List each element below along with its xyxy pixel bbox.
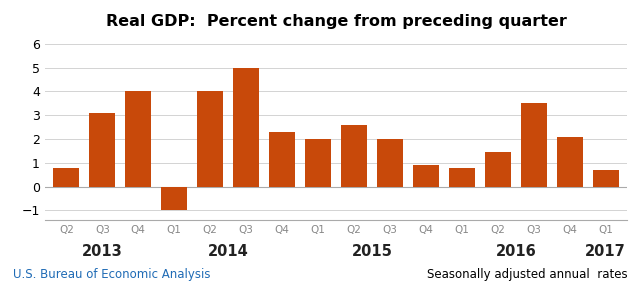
Bar bbox=[485, 152, 511, 187]
Bar bbox=[233, 68, 259, 187]
Bar bbox=[125, 91, 151, 187]
Text: Seasonally adjusted annual  rates: Seasonally adjusted annual rates bbox=[427, 268, 627, 281]
Bar bbox=[269, 132, 295, 187]
Bar bbox=[557, 137, 582, 187]
Bar bbox=[593, 170, 619, 187]
Bar bbox=[305, 139, 331, 187]
Bar bbox=[341, 125, 367, 187]
Title: Real GDP:  Percent change from preceding quarter: Real GDP: Percent change from preceding … bbox=[106, 14, 566, 28]
Text: 2016: 2016 bbox=[495, 244, 536, 259]
Text: U.S. Bureau of Economic Analysis: U.S. Bureau of Economic Analysis bbox=[13, 268, 211, 281]
Bar bbox=[377, 139, 403, 187]
Bar bbox=[53, 168, 79, 187]
Text: 2014: 2014 bbox=[208, 244, 248, 259]
Bar bbox=[449, 168, 475, 187]
Text: 2015: 2015 bbox=[351, 244, 392, 259]
Text: 2017: 2017 bbox=[585, 244, 626, 259]
Text: 2013: 2013 bbox=[82, 244, 123, 259]
Bar bbox=[161, 187, 187, 210]
Bar bbox=[521, 103, 547, 187]
Bar bbox=[413, 165, 439, 187]
Bar bbox=[90, 113, 115, 187]
Bar bbox=[197, 91, 223, 187]
